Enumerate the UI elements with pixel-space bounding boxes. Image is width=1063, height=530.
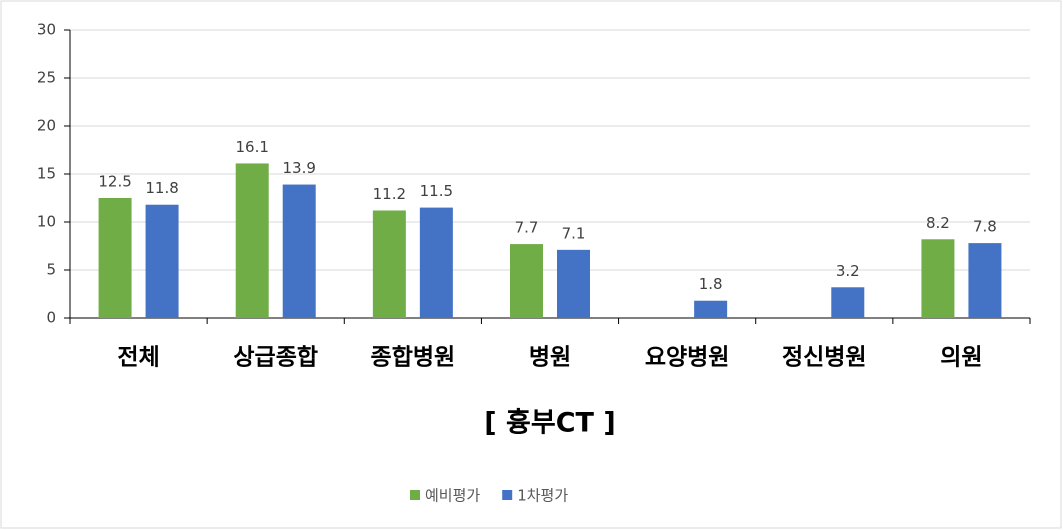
x-tick-label: 전체 xyxy=(117,345,159,371)
bar xyxy=(282,184,316,318)
value-label: 1.8 xyxy=(699,275,723,293)
value-label: 11.2 xyxy=(373,185,406,203)
bar xyxy=(510,244,543,318)
x-tick-label: 의원 xyxy=(940,345,982,371)
bar xyxy=(419,207,453,318)
x-tick-label: 종합병원 xyxy=(371,345,456,371)
value-label: 7.7 xyxy=(515,219,539,237)
bar xyxy=(235,163,269,318)
bar xyxy=(372,210,406,318)
x-axis-title: [ 흉부CT ] xyxy=(484,408,615,439)
value-label: 7.1 xyxy=(562,224,586,242)
legend-label: 예비평가 xyxy=(425,487,480,505)
value-label: 12.5 xyxy=(98,173,131,191)
x-tick-label: 상급종합 xyxy=(233,345,318,371)
legend-label: 1차평가 xyxy=(517,487,568,505)
y-tick-label: 10 xyxy=(37,213,56,231)
value-label: 13.9 xyxy=(283,159,316,177)
value-label: 11.5 xyxy=(420,182,453,200)
bar xyxy=(968,243,1002,318)
value-label: 3.2 xyxy=(836,262,860,280)
y-tick-label: 15 xyxy=(37,165,56,183)
bar xyxy=(557,249,590,318)
value-label: 8.2 xyxy=(926,214,950,232)
value-label: 7.8 xyxy=(973,218,997,236)
y-tick-label: 30 xyxy=(37,21,56,39)
x-tick-label: 병원 xyxy=(529,345,571,371)
value-label: 11.8 xyxy=(145,179,178,197)
bar xyxy=(98,198,132,318)
y-tick-label: 25 xyxy=(37,69,56,87)
bar xyxy=(145,204,179,318)
y-tick-label: 0 xyxy=(46,309,56,327)
x-tick-label: 정신병원 xyxy=(782,345,867,371)
bar xyxy=(831,287,865,318)
legend-swatch xyxy=(502,490,513,500)
value-label: 16.1 xyxy=(236,138,269,156)
y-tick-label: 5 xyxy=(46,261,56,279)
x-tick-label: 요양병원 xyxy=(645,345,730,371)
bar xyxy=(694,300,728,318)
y-tick-label: 20 xyxy=(37,117,56,135)
legend-swatch xyxy=(410,490,420,500)
bar xyxy=(921,239,955,318)
